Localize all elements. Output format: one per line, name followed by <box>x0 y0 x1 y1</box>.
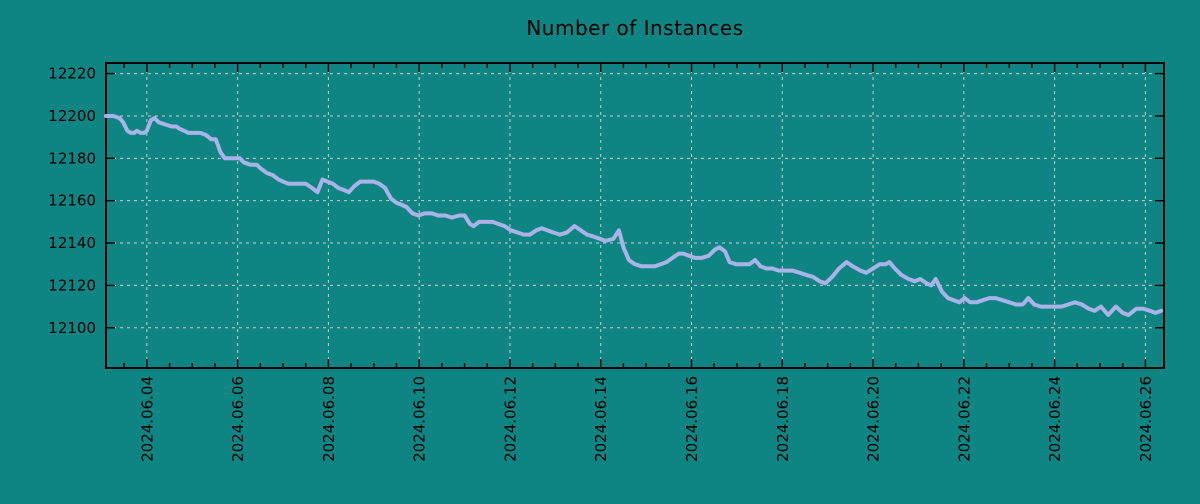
series-line <box>104 114 1164 317</box>
x-tick-label: 2024.06.18 <box>774 376 792 462</box>
y-tick-label: 12120 <box>48 276 96 294</box>
x-tick-label: 2024.06.24 <box>1046 376 1064 462</box>
x-tick-label: 2024.06.20 <box>865 376 883 462</box>
x-tick-label: 2024.06.16 <box>683 376 701 462</box>
chart-title: Number of Instances <box>526 16 744 40</box>
x-tick-label: 2024.06.26 <box>1137 376 1155 462</box>
axis-ticks <box>106 63 1164 368</box>
y-tick-label: 12180 <box>48 149 96 167</box>
y-tick-label: 12200 <box>48 107 96 125</box>
y-tick-label: 12160 <box>48 192 96 210</box>
x-tick-label: 2024.06.06 <box>229 376 247 462</box>
x-tick-label: 2024.06.08 <box>320 376 338 462</box>
x-tick-label: 2024.06.12 <box>501 376 519 462</box>
x-tick-label: 2024.06.14 <box>592 376 610 462</box>
x-tick-label: 2024.06.22 <box>955 376 973 462</box>
y-tick-label: 12140 <box>48 234 96 252</box>
y-tick-label: 12220 <box>48 65 96 83</box>
plot-border <box>105 62 1165 369</box>
grid-lines <box>106 63 1164 368</box>
y-tick-label: 12100 <box>48 319 96 337</box>
x-tick-label: 2024.06.10 <box>411 376 429 462</box>
y-tick-labels: 12100 12120 12140 12160 12180 12200 12220 <box>48 65 96 337</box>
x-tick-labels: 2024.06.04 2024.06.06 2024.06.08 2024.06.10… <box>138 376 1155 462</box>
x-tick-label: 2024.06.04 <box>138 376 156 462</box>
